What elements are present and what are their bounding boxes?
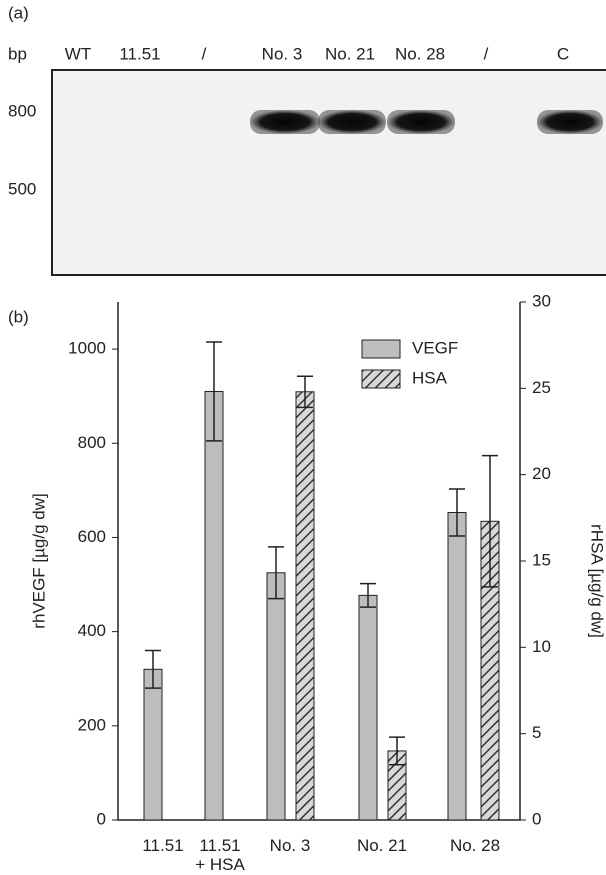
marker-label: 500 <box>8 179 36 198</box>
lane-label: WT <box>65 44 91 63</box>
lane-label: No. 21 <box>325 44 375 63</box>
bar <box>296 392 314 820</box>
bar <box>205 391 223 820</box>
y-tick-label: 0 <box>97 809 106 828</box>
panel-label: (b) <box>8 307 29 326</box>
legend-label: VEGF <box>412 338 458 357</box>
unit-label: bp <box>8 44 27 63</box>
bar <box>144 669 162 820</box>
y-tick-label: 200 <box>78 715 106 734</box>
gel-bands <box>250 110 603 134</box>
marker-label: 800 <box>8 101 36 120</box>
gel-band <box>387 110 455 134</box>
y2-tick-label: 30 <box>532 291 551 310</box>
lane-label: 11.51 <box>119 44 160 63</box>
x-tick-label: No. 28 <box>435 836 515 855</box>
lane-label: / <box>202 44 207 63</box>
bar <box>267 573 285 820</box>
figure: (a) (b) bp WT 11.51 / No. 3 No. 21 No. 28 / C 800… <box>0 0 606 875</box>
y2-tick-label: 5 <box>532 723 541 742</box>
y-tick-label: 1000 <box>68 339 106 358</box>
x-tick-label: No. 3 <box>250 836 330 855</box>
gel <box>52 70 606 275</box>
gel-band <box>318 110 386 134</box>
gel-band <box>250 110 320 134</box>
panel-label: (a) <box>8 3 29 22</box>
bar <box>448 512 466 820</box>
lane-label: / <box>484 44 489 63</box>
x-tick-label: 11.51 + HSA <box>180 836 260 874</box>
y2-tick-label: 25 <box>532 378 551 397</box>
lane-label: No. 3 <box>262 44 303 63</box>
chart: (a) (b) bp WT 11.51 / No. 3 No. 21 No. 28 / C 800… <box>0 0 606 875</box>
y2-tick-label: 20 <box>532 464 551 483</box>
bar <box>359 595 377 820</box>
y-tick-label: 800 <box>78 433 106 452</box>
x-tick-label: No. 21 <box>342 836 422 855</box>
gel-band <box>537 110 603 134</box>
y2-axis-label: rHSA [µg/g dw] <box>588 524 606 638</box>
legend-swatch <box>362 370 400 388</box>
lane-label: C <box>557 44 569 63</box>
legend-label: HSA <box>412 368 448 387</box>
y-tick-label: 600 <box>78 527 106 546</box>
legend-swatch <box>362 340 400 358</box>
y2-tick-label: 0 <box>532 809 541 828</box>
y-axis-label: rhVEGF [µg/g dw] <box>29 493 48 628</box>
lane-label: No. 28 <box>395 44 445 63</box>
y-tick-label: 400 <box>78 621 106 640</box>
y2-tick-label: 15 <box>532 550 551 569</box>
y2-tick-label: 10 <box>532 637 551 656</box>
